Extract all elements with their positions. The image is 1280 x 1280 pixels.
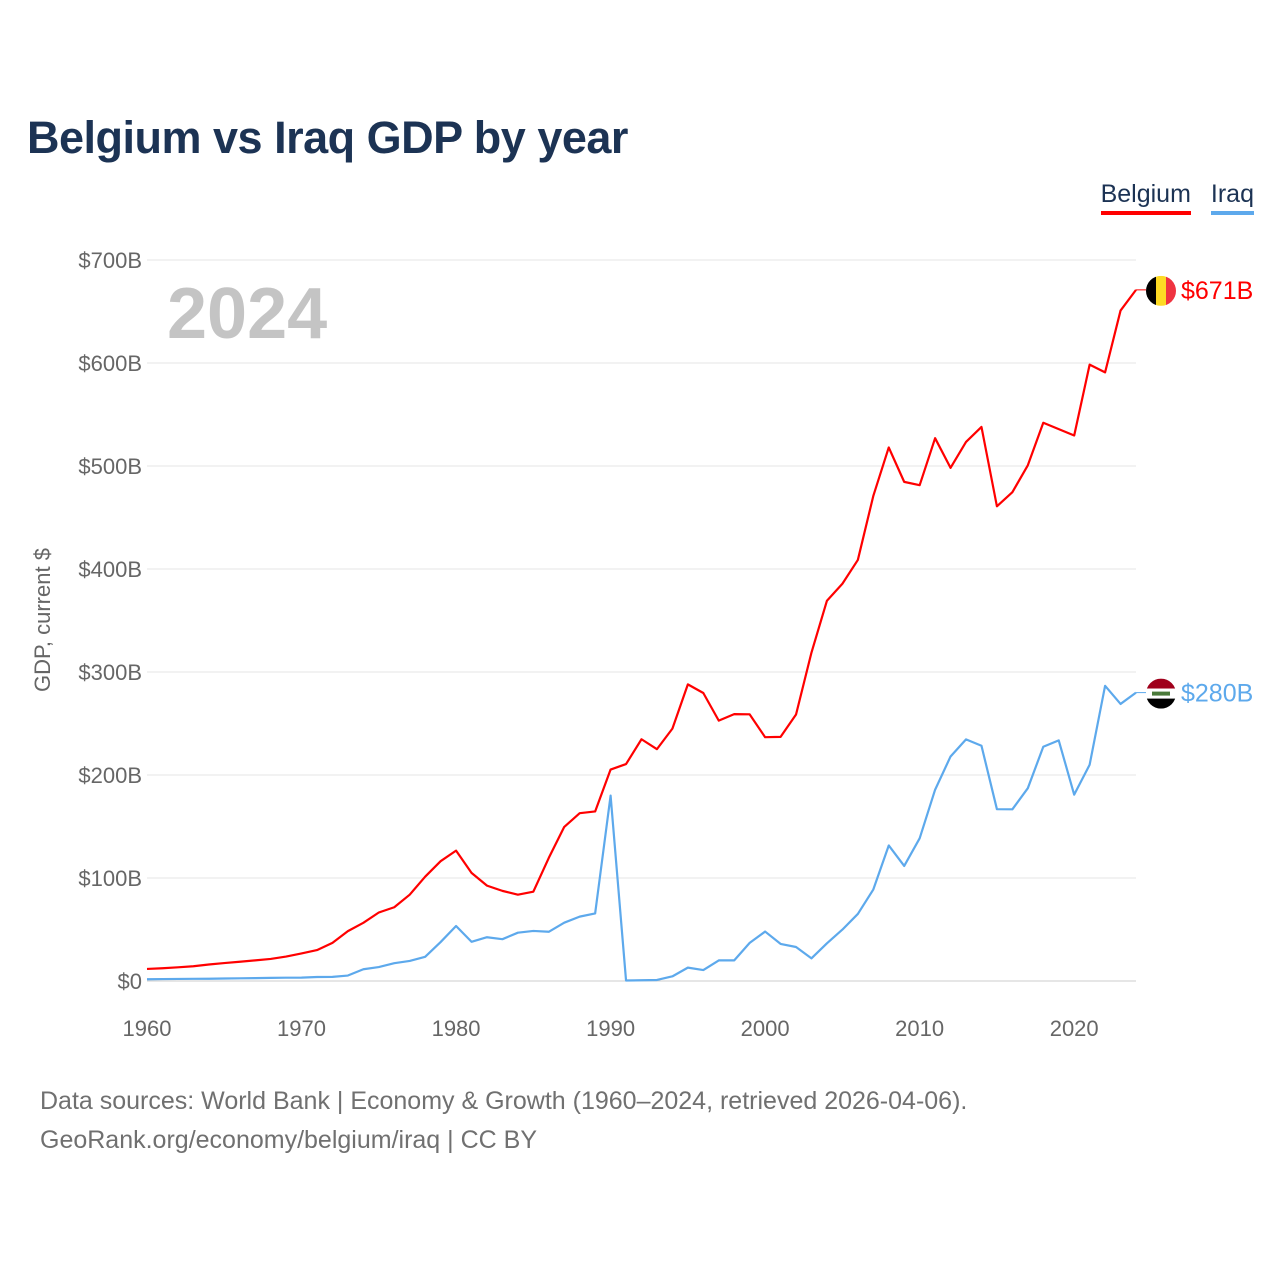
end-value-label-belgium: $671B <box>1181 277 1253 305</box>
y-tick-label: $500B <box>78 454 142 479</box>
x-tick-label: 2020 <box>1050 1016 1099 1041</box>
y-tick-label: $300B <box>78 660 142 685</box>
year-label: 2024 <box>167 274 327 354</box>
y-tick-label: $0 <box>118 969 142 994</box>
legend-belgium[interactable]: Belgium <box>1100 180 1191 215</box>
x-tick-label: 2000 <box>741 1016 790 1041</box>
flag-icon-belgium <box>1146 275 1176 306</box>
y-tick-label: $600B <box>78 351 142 376</box>
y-tick-label: $700B <box>78 248 142 273</box>
x-tick-label: 1960 <box>123 1016 172 1041</box>
series-line-iraq <box>146 684 1137 982</box>
chart-title: Belgium vs Iraq GDP by year <box>27 112 628 163</box>
legend: Belgium Iraq <box>1100 180 1254 215</box>
series-line-belgium <box>146 289 1137 971</box>
y-tick-label: $200B <box>78 763 142 788</box>
y-tick-label: $100B <box>78 866 142 891</box>
flag-icon-iraq <box>1146 678 1176 709</box>
x-tick-label: 2010 <box>895 1016 944 1041</box>
x-tick-label: 1990 <box>586 1016 635 1041</box>
y-tick-label: $400B <box>78 557 142 582</box>
x-tick-label: 1980 <box>432 1016 481 1041</box>
x-tick-label: 1970 <box>277 1016 326 1041</box>
data-sources: Data sources: World Bank | Economy & Gro… <box>40 1087 968 1115</box>
end-value-label-iraq: $280B <box>1181 680 1253 708</box>
legend-iraq[interactable]: Iraq <box>1210 180 1254 215</box>
y-axis-label: GDP, current $ <box>30 548 55 692</box>
footer: Data sources: World Bank | Economy & Gro… <box>40 1082 967 1160</box>
source-link[interactable]: GeoRank.org/economy/belgium/iraq | CC BY <box>40 1126 537 1154</box>
